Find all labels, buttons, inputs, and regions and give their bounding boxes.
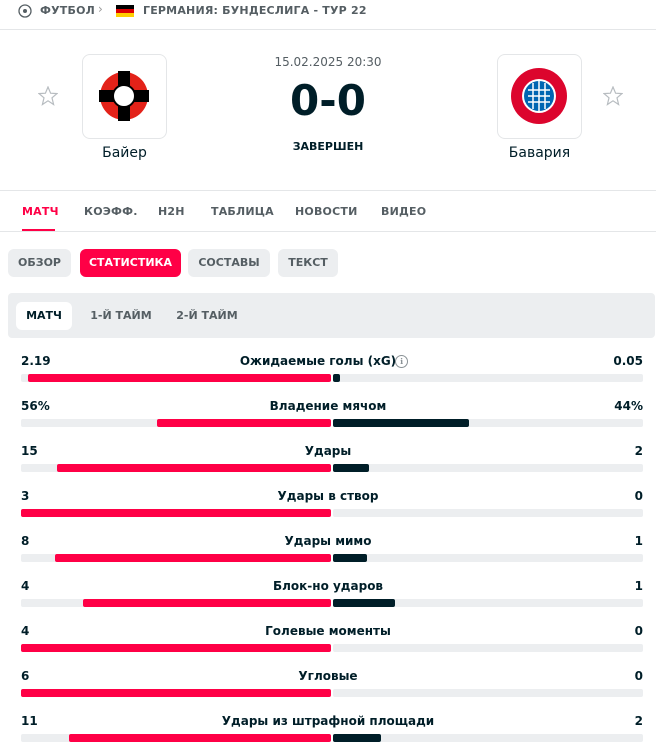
flag bbox=[116, 5, 134, 17]
subtab[interactable]: СОСТАВЫ bbox=[188, 249, 270, 277]
away-logo[interactable] bbox=[497, 54, 582, 139]
stat-name: Блок-но ударов bbox=[272, 579, 384, 593]
home-value: 4 bbox=[21, 579, 30, 593]
away-value: 1 bbox=[634, 579, 643, 593]
away-track bbox=[333, 464, 643, 472]
sport[interactable]: ФУТБОЛ bbox=[40, 4, 95, 17]
away-bar bbox=[333, 464, 370, 472]
subtab[interactable]: ТЕКСТ bbox=[278, 249, 338, 277]
away-bar bbox=[333, 599, 395, 607]
period-tab[interactable]: 1-Й ТАЙМ bbox=[90, 309, 152, 322]
ball-icon bbox=[18, 4, 32, 18]
away-value: 0.05 bbox=[613, 354, 643, 368]
chevron: › bbox=[98, 2, 103, 16]
away-value: 0 bbox=[634, 669, 643, 683]
away-track bbox=[333, 554, 643, 562]
away-track bbox=[333, 374, 643, 382]
stat-name: Угловые bbox=[298, 669, 358, 683]
stat-name: Удары из штрафной площади bbox=[221, 714, 435, 728]
away-track bbox=[333, 734, 643, 742]
score: 0-0 bbox=[290, 76, 366, 125]
tab[interactable]: ТАБЛИЦА bbox=[211, 205, 274, 218]
away-value: 2 bbox=[634, 444, 643, 458]
stat-name: Голевые моменты bbox=[265, 624, 391, 638]
away-bar bbox=[333, 734, 381, 742]
home-bar bbox=[157, 419, 331, 427]
tab[interactable]: ВИДЕО bbox=[381, 205, 427, 218]
away-bar bbox=[333, 554, 368, 562]
home-value: 56% bbox=[21, 399, 50, 413]
period-panel bbox=[8, 293, 655, 338]
period-tab[interactable]: 2-Й ТАЙМ bbox=[176, 309, 238, 322]
away-track bbox=[333, 599, 643, 607]
home-value: 2.19 bbox=[21, 354, 51, 368]
away-track bbox=[333, 689, 643, 697]
home-value: 4 bbox=[21, 624, 30, 638]
home-value: 8 bbox=[21, 534, 30, 548]
tab[interactable]: КОЭФФ. bbox=[84, 205, 138, 218]
away-bar bbox=[333, 419, 470, 427]
home-logo[interactable] bbox=[82, 54, 167, 139]
tab[interactable]: НОВОСТИ bbox=[295, 205, 358, 218]
stat-name: Ожидаемые голы (xG) bbox=[239, 354, 397, 368]
away-value: 2 bbox=[634, 714, 643, 728]
stat-name: Удары мимо bbox=[284, 534, 372, 548]
home-bar bbox=[57, 464, 331, 472]
away-team[interactable]: Бавария bbox=[508, 145, 571, 161]
subtab[interactable]: СТАТИСТИКА bbox=[80, 249, 181, 277]
stat-name: Владение мячом bbox=[269, 399, 387, 413]
home-bar bbox=[21, 509, 331, 517]
away-value: 44% bbox=[614, 399, 643, 413]
favorite-star[interactable] bbox=[603, 86, 623, 106]
stat-name: Удары в створ bbox=[277, 489, 379, 503]
match-date: 15.02.2025 20:30 bbox=[274, 55, 382, 69]
away-value: 0 bbox=[634, 489, 643, 503]
home-bar bbox=[27, 374, 331, 382]
home-value: 3 bbox=[21, 489, 30, 503]
home-team[interactable]: Байер bbox=[102, 145, 147, 161]
league[interactable]: ГЕРМАНИЯ: БУНДЕСЛИГА - ТУР 22 bbox=[143, 4, 367, 17]
home-value: 6 bbox=[21, 669, 30, 683]
home-bar bbox=[21, 644, 331, 652]
away-track bbox=[333, 419, 643, 427]
home-bar bbox=[83, 599, 331, 607]
away-bar bbox=[333, 374, 340, 382]
period-tab[interactable]: МАТЧ bbox=[16, 302, 72, 330]
match-status: ЗАВЕРШЕН bbox=[292, 140, 364, 153]
home-bar bbox=[68, 734, 331, 742]
away-value: 1 bbox=[634, 534, 643, 548]
home-bar bbox=[21, 689, 331, 697]
away-track bbox=[333, 509, 643, 517]
subtab[interactable]: ОБЗОР bbox=[8, 249, 71, 277]
away-value: 0 bbox=[634, 624, 643, 638]
stat-name: Удары bbox=[304, 444, 352, 458]
info-icon: ℹ bbox=[395, 355, 408, 368]
home-value: 11 bbox=[21, 714, 38, 728]
tab[interactable]: МАТЧ bbox=[22, 205, 59, 218]
tab[interactable]: H2H bbox=[158, 205, 185, 218]
home-value: 15 bbox=[21, 444, 38, 458]
home-bar bbox=[55, 554, 331, 562]
away-track bbox=[333, 644, 643, 652]
tab-underline bbox=[22, 229, 55, 232]
favorite-star[interactable] bbox=[38, 86, 58, 106]
